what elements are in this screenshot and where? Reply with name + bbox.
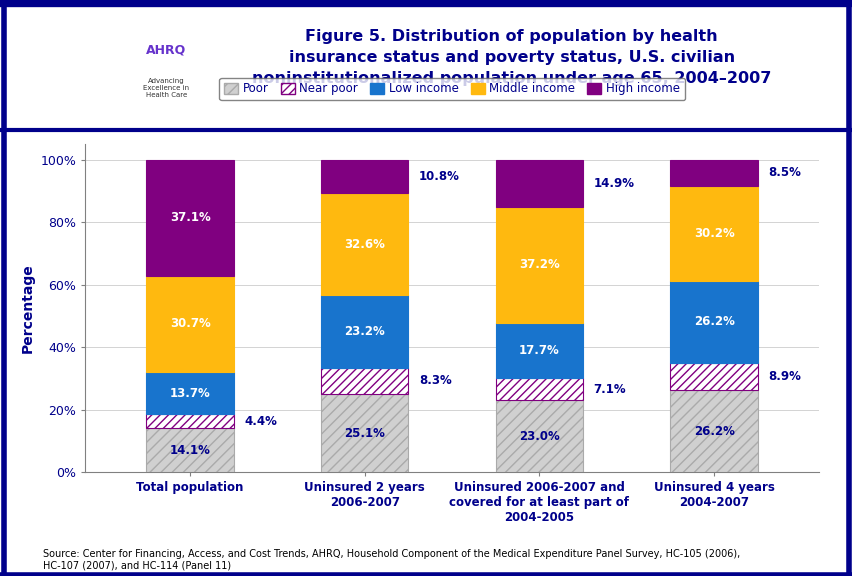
Bar (320, 194, 408, 295)
Bar (495, 378, 583, 400)
Bar (670, 391, 757, 472)
Bar (670, 160, 757, 186)
Bar (495, 400, 583, 472)
Text: AHRQ: AHRQ (146, 43, 187, 56)
Text: 32.6%: 32.6% (344, 238, 385, 251)
Text: 26.2%: 26.2% (693, 425, 734, 438)
Bar (147, 372, 233, 415)
Text: 37.2%: 37.2% (518, 258, 559, 271)
Text: 37.1%: 37.1% (170, 211, 210, 224)
Text: 14.9%: 14.9% (593, 177, 634, 190)
Text: Source: Center for Financing, Access, and Cost Trends, AHRQ, Household Component: Source: Center for Financing, Access, an… (43, 548, 739, 570)
Text: 8.3%: 8.3% (418, 374, 451, 387)
Text: HHS
Logo: HHS Logo (54, 56, 74, 76)
Text: 26.2%: 26.2% (693, 315, 734, 328)
Bar (320, 368, 408, 394)
Bar (670, 281, 757, 362)
Text: 13.7%: 13.7% (170, 386, 210, 400)
Text: 23.0%: 23.0% (518, 430, 559, 443)
Text: 4.4%: 4.4% (244, 415, 277, 428)
Bar (147, 276, 233, 372)
Text: 14.1%: 14.1% (170, 444, 210, 457)
Text: 30.7%: 30.7% (170, 317, 210, 330)
Text: 7.1%: 7.1% (593, 383, 625, 396)
Text: Figure 5. Distribution of population by health
insurance status and poverty stat: Figure 5. Distribution of population by … (252, 29, 770, 85)
Text: Advancing
Excellence in
Health Care: Advancing Excellence in Health Care (143, 78, 189, 98)
Y-axis label: Percentage: Percentage (20, 263, 35, 353)
Text: 17.7%: 17.7% (518, 344, 559, 357)
Legend: Poor, Near poor, Low income, Middle income, High income: Poor, Near poor, Low income, Middle inco… (219, 78, 684, 100)
Bar (670, 186, 757, 281)
Bar (670, 362, 757, 391)
Bar (147, 428, 233, 472)
Bar (147, 415, 233, 428)
Bar (495, 207, 583, 323)
Text: 8.5%: 8.5% (768, 166, 800, 179)
Bar (320, 160, 408, 194)
Bar (147, 160, 233, 276)
Bar (320, 295, 408, 368)
Text: 8.9%: 8.9% (768, 370, 800, 383)
Text: 30.2%: 30.2% (693, 227, 734, 240)
Bar (495, 323, 583, 378)
Text: 25.1%: 25.1% (344, 427, 385, 439)
Bar (495, 160, 583, 207)
Text: 10.8%: 10.8% (418, 170, 459, 183)
Bar (320, 394, 408, 472)
Text: 23.2%: 23.2% (344, 325, 385, 338)
